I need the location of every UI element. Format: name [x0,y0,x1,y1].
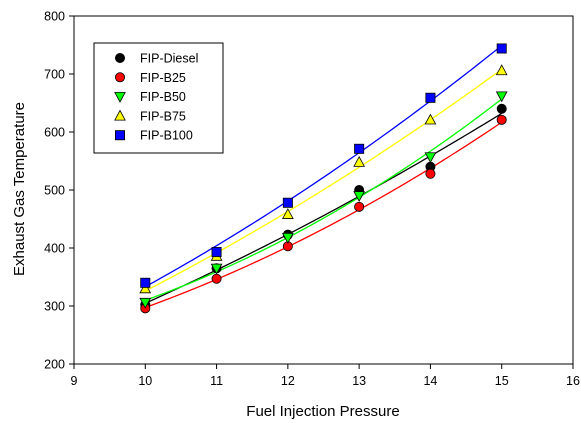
data-point-fip-b100 [354,143,365,154]
legend-label-fip-b100: FIP-B100 [140,129,193,143]
y-tick-label: 800 [44,10,65,24]
data-point-fip-b25 [354,201,365,212]
data-point-fip-b50 [210,263,223,275]
data-point-fip-b25 [425,168,436,179]
data-point-fip-b100 [425,92,436,103]
y-tick-label: 500 [44,184,65,198]
fit-line-fip-b100 [144,45,503,288]
y-tick-label: 300 [44,300,65,314]
legend-marker-fip-diesel [115,53,126,64]
fit-line-fip-b50 [145,98,503,301]
fit-line-fip-b75 [144,68,503,292]
x-tick-label: 12 [281,374,295,388]
data-point-fip-b100 [140,277,151,288]
x-tick-label: 14 [423,374,437,388]
data-point-fip-b75 [139,282,152,294]
data-point-fip-b50 [139,297,152,309]
data-point-fip-b100 [496,43,507,54]
x-tick-label: 15 [495,374,509,388]
legend-marker-fip-b25 [115,72,126,83]
x-tick-label: 11 [210,374,223,388]
legend-marker-fip-b75 [114,109,126,121]
y-tick-label: 200 [44,358,65,372]
data-point-fip-b25 [211,273,222,284]
x-tick-label: 16 [566,374,580,388]
data-point-fip-b100 [282,197,293,208]
legend-label-fip-b25: FIP-B25 [140,71,186,85]
y-tick-label: 700 [44,68,65,82]
legend-marker-fip-b100 [115,130,126,141]
data-point-fip-b50 [353,191,366,203]
legend-label-fip-b50: FIP-B50 [140,90,186,104]
x-tick-label: 9 [71,374,78,388]
data-point-fip-b75 [281,208,294,219]
data-point-fip-b50 [495,91,508,103]
data-point-fip-b50 [281,232,294,244]
x-axis-title: Fuel Injection Pressure [246,403,399,420]
fit-line-fip-diesel [145,112,503,304]
y-tick-label: 400 [44,242,65,256]
y-axis-title: Exhaust Gas Temperature [11,102,28,276]
x-tick-label: 13 [352,374,366,388]
x-tick-label: 10 [138,374,152,388]
data-point-fip-b75 [353,155,366,167]
data-point-fip-b75 [495,64,508,76]
legend-label-fip-diesel: FIP-Diesel [140,52,198,66]
legend-label-fip-b75: FIP-B75 [140,109,186,123]
data-point-fip-b75 [424,113,437,125]
legend-marker-fip-b50 [114,92,126,103]
y-tick-label: 600 [44,126,65,140]
data-point-fip-b100 [211,247,222,258]
data-point-fip-b25 [496,114,507,125]
data-point-fip-b50 [424,152,437,164]
data-point-fip-diesel [496,103,507,114]
fit-line-fip-b25 [145,121,503,309]
